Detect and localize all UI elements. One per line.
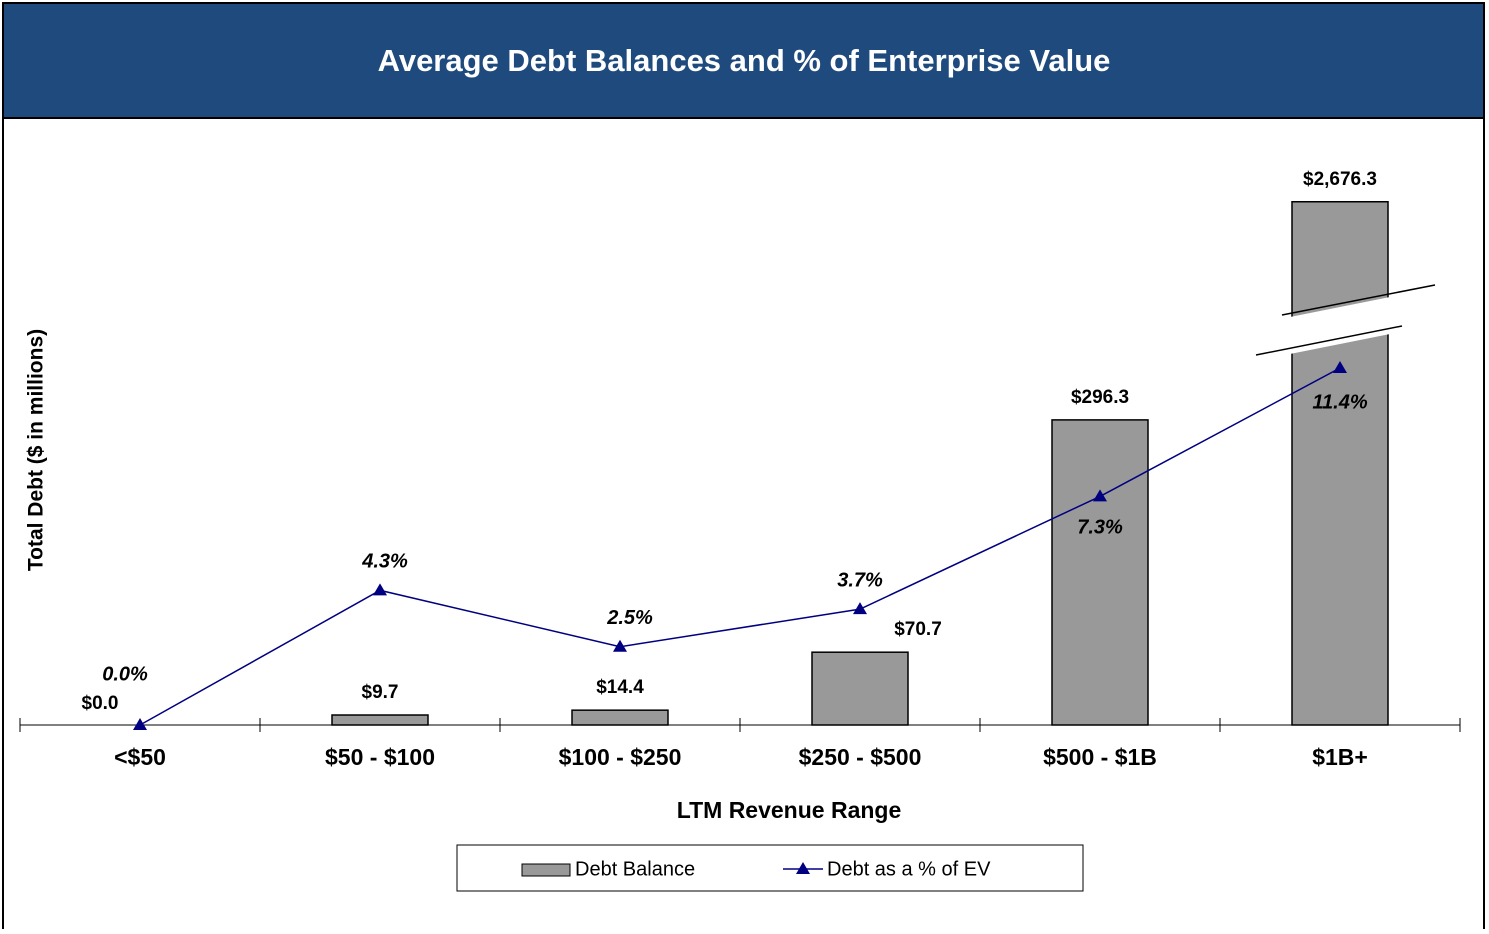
bar bbox=[331, 714, 429, 726]
bar-value-label: $296.3 bbox=[1071, 387, 1129, 408]
bar-value-label: $9.7 bbox=[362, 682, 399, 703]
bar-value-label: $14.4 bbox=[596, 677, 644, 698]
line-value-label: 11.4% bbox=[1312, 391, 1367, 413]
bar bbox=[571, 709, 669, 726]
line-marker bbox=[1093, 489, 1107, 502]
line-value-label: 2.5% bbox=[606, 607, 653, 629]
legend-swatch bbox=[521, 863, 571, 877]
x-tick-label: $500 - $1B bbox=[1043, 744, 1157, 770]
x-tick-label: $50 - $100 bbox=[325, 744, 435, 770]
title-bar bbox=[3, 3, 1484, 118]
legend-label: Debt as a % of EV bbox=[827, 858, 991, 880]
bar-value-label: $0.0 bbox=[82, 693, 119, 714]
line-marker bbox=[853, 602, 867, 615]
line-value-label: 0.0% bbox=[102, 663, 148, 685]
axis-break-line bbox=[1281, 284, 1436, 316]
bar bbox=[1291, 200, 1389, 726]
axis-break-line bbox=[1255, 325, 1403, 356]
line-marker bbox=[133, 718, 147, 730]
x-axis-label: LTM Revenue Range bbox=[677, 797, 902, 823]
line-marker bbox=[1333, 361, 1347, 373]
line-value-label: 7.3% bbox=[1077, 517, 1123, 539]
x-tick-label: $100 - $250 bbox=[559, 744, 682, 770]
line-series bbox=[139, 367, 1341, 726]
line-marker bbox=[373, 583, 387, 596]
legend-marker bbox=[796, 862, 810, 874]
x-tick-label: <$50 bbox=[114, 744, 166, 770]
line-value-label: 4.3% bbox=[361, 551, 408, 573]
x-tick-label: $250 - $500 bbox=[799, 744, 922, 770]
y-axis-label: Total Debt ($ in millions) bbox=[25, 329, 48, 571]
chart-title: Average Debt Balances and % of Enterpris… bbox=[378, 43, 1111, 78]
legend-label: Debt Balance bbox=[575, 858, 695, 880]
axis-break-gap bbox=[1290, 297, 1390, 354]
bar bbox=[811, 651, 909, 726]
bar-value-label: $70.7 bbox=[894, 619, 942, 640]
line-marker bbox=[613, 639, 627, 652]
bar bbox=[1051, 419, 1149, 726]
x-tick-label: $1B+ bbox=[1312, 744, 1368, 770]
line-value-label: 3.7% bbox=[837, 569, 883, 591]
bar-value-label: $2,676.3 bbox=[1303, 169, 1377, 190]
